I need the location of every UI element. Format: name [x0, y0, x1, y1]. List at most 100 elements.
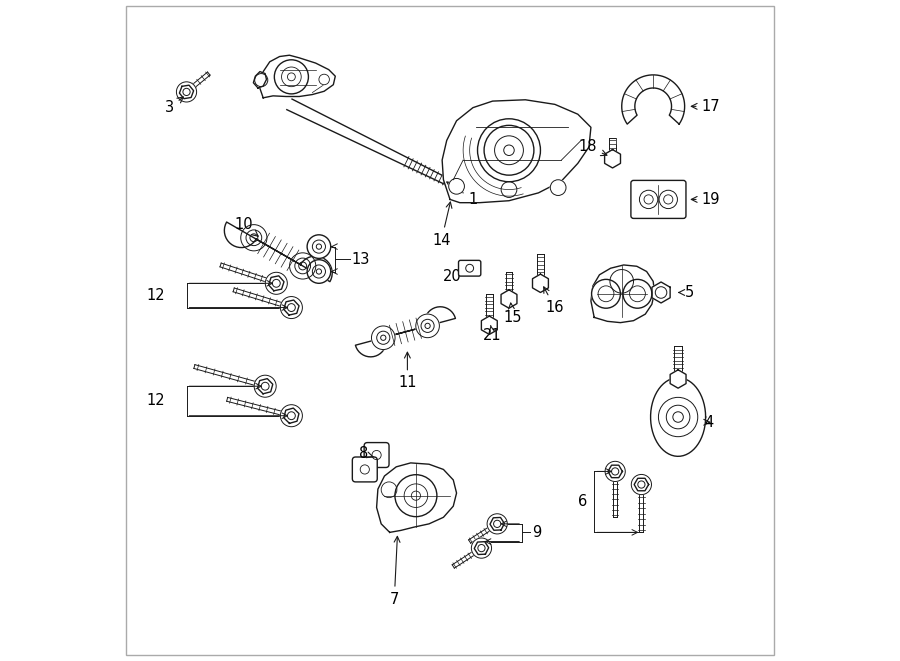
Polygon shape [321, 116, 329, 128]
Polygon shape [448, 180, 454, 188]
Polygon shape [608, 465, 623, 478]
Circle shape [395, 475, 436, 517]
Polygon shape [179, 85, 194, 98]
Polygon shape [287, 99, 295, 111]
Polygon shape [397, 154, 404, 163]
Circle shape [623, 280, 652, 308]
Polygon shape [356, 134, 363, 144]
Text: 19: 19 [691, 192, 720, 207]
Polygon shape [380, 145, 387, 155]
Polygon shape [403, 157, 410, 167]
Polygon shape [421, 166, 428, 175]
FancyBboxPatch shape [364, 443, 389, 467]
FancyBboxPatch shape [631, 180, 686, 218]
Text: 7: 7 [390, 536, 400, 607]
Circle shape [381, 335, 386, 340]
FancyBboxPatch shape [458, 260, 481, 276]
Circle shape [550, 180, 566, 196]
Polygon shape [308, 109, 316, 121]
Polygon shape [284, 408, 299, 423]
Polygon shape [605, 149, 620, 168]
Polygon shape [325, 118, 333, 129]
Polygon shape [428, 170, 435, 178]
Polygon shape [346, 128, 353, 139]
Polygon shape [386, 149, 393, 159]
Polygon shape [670, 369, 686, 388]
Circle shape [377, 331, 390, 344]
Text: 12: 12 [147, 393, 165, 408]
Polygon shape [318, 114, 326, 126]
Text: 20: 20 [443, 269, 467, 284]
Polygon shape [482, 316, 498, 334]
Polygon shape [352, 132, 360, 142]
Circle shape [659, 190, 678, 209]
Polygon shape [359, 136, 366, 145]
Circle shape [478, 119, 541, 182]
Circle shape [610, 270, 634, 293]
Polygon shape [418, 165, 424, 173]
Circle shape [639, 190, 658, 209]
Polygon shape [284, 300, 299, 315]
Circle shape [487, 514, 508, 534]
Polygon shape [301, 106, 309, 118]
Text: 18: 18 [579, 139, 607, 155]
Text: 21: 21 [483, 325, 502, 343]
Text: 5: 5 [679, 285, 694, 300]
Polygon shape [474, 541, 489, 555]
Circle shape [449, 178, 464, 194]
Polygon shape [257, 379, 273, 394]
Circle shape [416, 314, 439, 338]
Circle shape [501, 182, 517, 198]
Circle shape [591, 280, 620, 308]
Circle shape [319, 74, 329, 85]
Circle shape [605, 461, 626, 481]
Text: 6: 6 [579, 494, 588, 510]
Polygon shape [363, 137, 370, 147]
Circle shape [281, 297, 302, 319]
Polygon shape [452, 182, 458, 189]
Polygon shape [338, 125, 346, 136]
Polygon shape [383, 147, 391, 157]
Polygon shape [335, 123, 343, 134]
Text: 12: 12 [147, 288, 165, 303]
Polygon shape [431, 171, 437, 180]
Polygon shape [445, 178, 451, 186]
Polygon shape [634, 479, 649, 490]
Text: 3: 3 [165, 97, 184, 115]
Polygon shape [490, 518, 504, 530]
Polygon shape [314, 113, 322, 124]
Polygon shape [410, 161, 418, 170]
Polygon shape [390, 151, 397, 160]
Polygon shape [424, 168, 431, 176]
Circle shape [425, 323, 430, 329]
Polygon shape [670, 132, 689, 144]
Polygon shape [442, 100, 591, 203]
Text: 8: 8 [359, 446, 374, 461]
Polygon shape [591, 265, 654, 323]
Circle shape [176, 82, 196, 102]
Polygon shape [622, 75, 685, 124]
Circle shape [472, 538, 491, 558]
Circle shape [421, 319, 434, 332]
Polygon shape [441, 176, 448, 184]
Circle shape [372, 326, 395, 350]
Text: 1: 1 [446, 182, 478, 207]
Circle shape [312, 265, 326, 278]
Polygon shape [258, 56, 336, 98]
Text: 2: 2 [609, 274, 618, 295]
Polygon shape [400, 156, 407, 165]
Circle shape [312, 240, 326, 253]
Text: 16: 16 [544, 287, 564, 315]
Polygon shape [376, 463, 456, 532]
Polygon shape [438, 175, 445, 182]
Polygon shape [328, 120, 336, 131]
Polygon shape [373, 142, 380, 152]
Polygon shape [365, 139, 374, 149]
Circle shape [281, 405, 302, 427]
Polygon shape [393, 153, 400, 162]
Polygon shape [348, 130, 356, 141]
Circle shape [254, 375, 276, 397]
Text: 17: 17 [691, 99, 720, 114]
Polygon shape [342, 127, 349, 137]
Text: 14: 14 [432, 202, 452, 248]
